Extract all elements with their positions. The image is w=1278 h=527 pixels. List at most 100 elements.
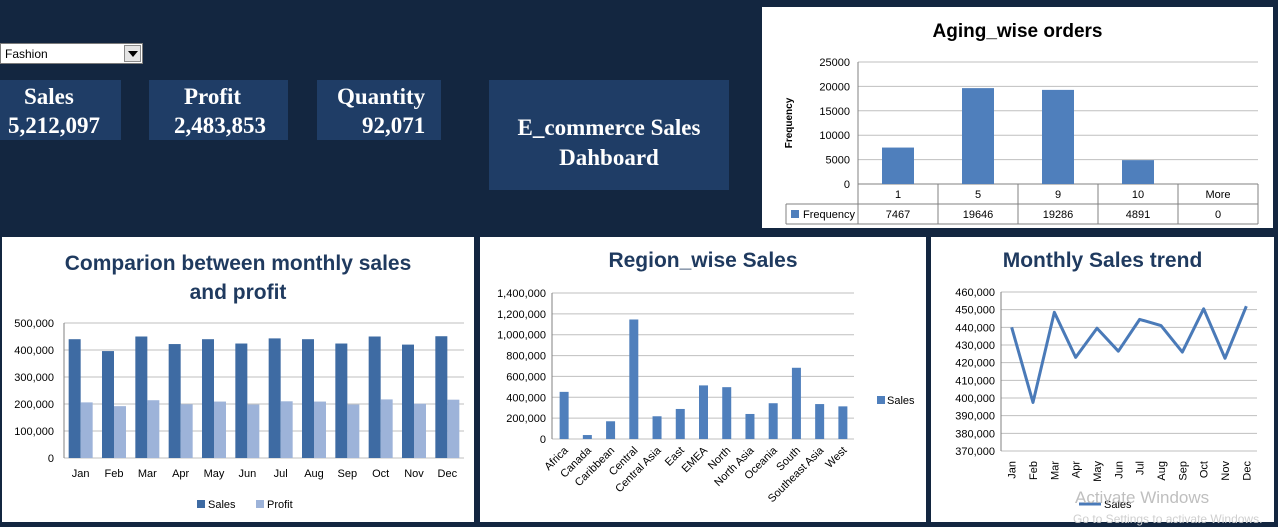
profit-kpi-tile: Profit 2,483,853	[149, 80, 288, 140]
sales-kpi-label: Sales	[24, 84, 74, 109]
y-tick-label: 500,000	[14, 318, 54, 330]
bar	[559, 391, 569, 439]
y-tick-label: 420,000	[955, 358, 995, 370]
x-tick-label: Jun	[1113, 461, 1125, 479]
compare-chart: 0 100,000 200,000 300,000 400,000 500,000 Jan F…	[14, 318, 464, 511]
bar	[838, 406, 848, 439]
trend-chart-title: Monthly Sales trend	[1002, 249, 1203, 272]
quantity-kpi-tile: Quantity 92,071	[317, 80, 441, 140]
bar	[722, 387, 732, 439]
sales-bar	[435, 336, 448, 458]
bar	[699, 385, 708, 439]
bar	[1122, 160, 1154, 184]
y-tick-label: 200,000	[14, 399, 54, 411]
x-tick-label: Feb	[105, 468, 124, 480]
x-tick-label: Aug	[304, 468, 324, 480]
activate-windows-hint: Go to Settings to activate Windows.	[1073, 512, 1263, 526]
x-tick-label: May	[1092, 461, 1104, 482]
x-tick-label: May	[204, 468, 225, 480]
y-tick-label: 400,000	[14, 345, 54, 357]
legend-label: Sales	[887, 395, 915, 407]
x-tick-label: Nov	[404, 468, 424, 480]
region-chart: 0 200,000 400,000 600,000 800,000 1,000,000 1,…	[497, 288, 915, 505]
profit-bar	[414, 403, 426, 458]
profit-bar	[280, 401, 293, 458]
region-chart-title: Region_wise Sales	[608, 249, 798, 272]
sales-bar	[268, 338, 281, 458]
sales-kpi-tile: Sales 5,212,097	[0, 80, 121, 140]
quantity-kpi-value: 92,071	[362, 113, 426, 138]
legend-swatch	[877, 396, 885, 404]
y-tick-label: 440,000	[955, 322, 995, 334]
trend-chart-panel: Monthly Sales trend 370,000 380,000 390,00…	[929, 235, 1276, 524]
y-tick-label: 370,000	[955, 446, 995, 458]
y-tick-label: 1,200,000	[497, 309, 546, 321]
sales-bar	[335, 343, 348, 458]
x-tick-label: Apr	[172, 468, 189, 480]
x-tick-label: Oct	[372, 468, 389, 480]
y-tick-label: 410,000	[955, 375, 995, 387]
x-tick-label: Sep	[338, 468, 358, 480]
x-tick-label: Sep	[1177, 461, 1189, 481]
x-tick-label: Feb	[1028, 461, 1040, 480]
x-tick-label: Jan	[1007, 461, 1019, 479]
bar	[582, 435, 592, 439]
y-tick-label: 800,000	[506, 351, 546, 363]
chevron-down-icon[interactable]	[124, 45, 141, 62]
y-tick-label: 430,000	[955, 340, 995, 352]
y-tick-label: 15000	[819, 106, 850, 118]
category-filter-dropdown[interactable]: Fashion	[0, 43, 143, 64]
bar	[745, 413, 755, 439]
compare-chart-title: Comparion between monthly sales and prof…	[2, 249, 474, 307]
sales-bar	[68, 339, 81, 458]
dashboard-title-line1: E_commerce Sales	[517, 115, 701, 140]
category-filter-value: Fashion	[5, 47, 48, 61]
x-tick-label: West	[823, 445, 849, 471]
table-value: 7467	[886, 209, 910, 221]
sales-kpi-value: 5,212,097	[8, 113, 100, 138]
y-tick-label: 390,000	[955, 411, 995, 423]
sales-bar	[135, 336, 148, 458]
bar	[606, 421, 616, 439]
legend-swatch	[197, 500, 205, 508]
x-tick-label: Mar	[1049, 461, 1061, 480]
sales-bar	[168, 344, 181, 458]
sales-bar	[368, 336, 381, 458]
aging-chart: 0 5000 10000 15000 20000 25000 Frequency Freque…	[784, 57, 1259, 225]
profit-bar	[214, 401, 226, 458]
bar	[629, 319, 639, 439]
y-tick-label: 0	[48, 453, 54, 465]
legend-label: Frequency	[803, 209, 855, 221]
y-tick-label: 380,000	[955, 428, 995, 440]
profit-bar	[147, 400, 160, 458]
y-tick-label: 0	[844, 179, 850, 191]
x-tick-label: 1	[895, 189, 901, 201]
y-tick-label: 0	[540, 434, 546, 446]
x-tick-label: Jun	[238, 468, 256, 480]
x-tick-label: Oct	[1199, 461, 1211, 478]
sales-line	[1010, 305, 1248, 404]
bar	[675, 408, 685, 439]
y-tick-label: 450,000	[955, 305, 995, 317]
table-value: 19286	[1043, 209, 1074, 221]
y-tick-label: 400,000	[955, 393, 995, 405]
legend-label: Sales	[208, 499, 236, 511]
x-tick-label: Aug	[1156, 461, 1168, 481]
sales-bar	[302, 339, 314, 458]
y-tick-label: 5000	[826, 155, 850, 167]
profit-bar	[80, 402, 93, 458]
x-tick-label: Mar	[138, 468, 157, 480]
profit-bar	[314, 401, 326, 458]
compare-title-line1: Comparion between monthly sales	[64, 252, 412, 275]
x-tick-label: Jul	[1135, 461, 1147, 475]
y-tick-label: 100,000	[14, 426, 54, 438]
sales-bar	[402, 344, 414, 458]
compare-chart-panel: Comparion between monthly sales and prof…	[0, 235, 476, 524]
bar	[768, 403, 778, 439]
x-tick-label: 10	[1132, 189, 1144, 201]
x-tick-label: 9	[1055, 189, 1061, 201]
compare-title-line2: and profit	[189, 281, 287, 304]
x-tick-label: More	[1205, 189, 1230, 201]
x-tick-label: Apr	[1071, 461, 1083, 478]
trend-chart: 370,000 380,000 390,000 400,000 410,000 420,0…	[955, 287, 1257, 511]
